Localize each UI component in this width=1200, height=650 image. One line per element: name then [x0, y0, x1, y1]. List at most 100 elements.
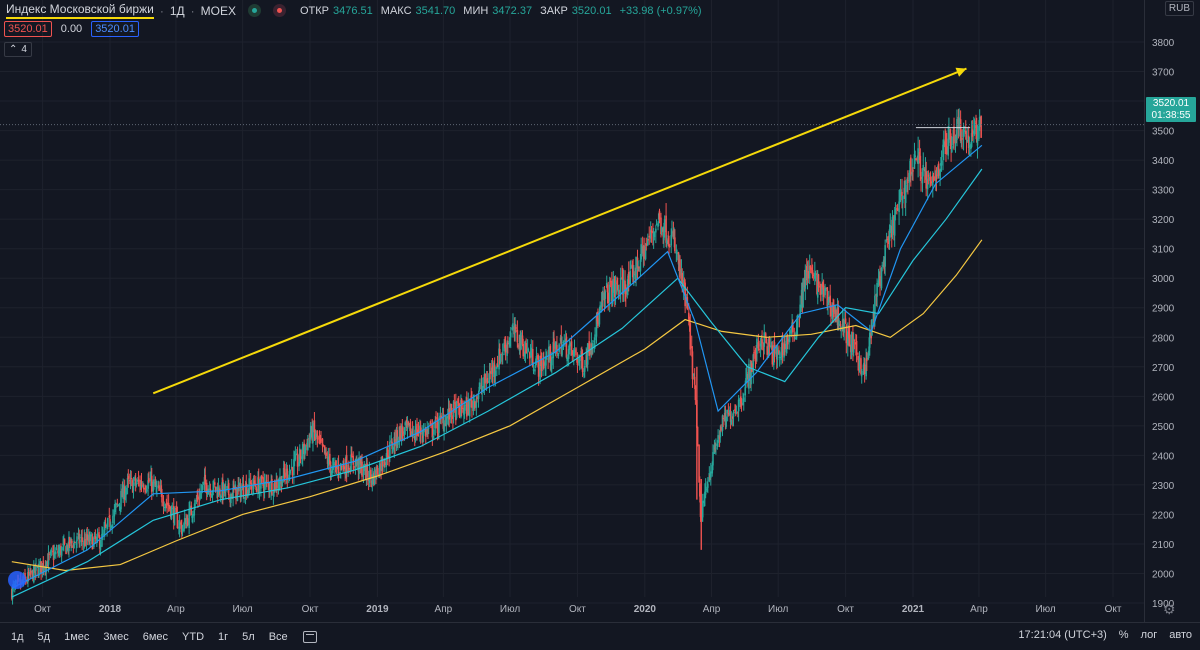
candle-body — [391, 441, 393, 449]
candle-body — [913, 154, 916, 169]
symbol-title[interactable]: Индекс Московской биржи — [6, 2, 154, 19]
candle-body — [804, 269, 807, 289]
candle-body — [860, 375, 863, 377]
candle-body — [205, 482, 208, 494]
timeframe-5d[interactable]: 5д — [37, 630, 51, 643]
calendar-icon[interactable] — [302, 630, 317, 643]
record-icon[interactable] — [272, 4, 286, 17]
candle-body — [811, 270, 814, 278]
candle-body — [948, 126, 950, 143]
gear-icon[interactable]: ⚙ — [1163, 601, 1176, 617]
candle-body — [709, 471, 712, 478]
currency-label[interactable]: RUB — [1164, 1, 1194, 16]
candle-body — [137, 479, 140, 482]
candle-body — [639, 259, 642, 272]
interval-label[interactable]: 1Д — [169, 3, 185, 18]
candle-body — [945, 143, 947, 149]
candle-body — [643, 245, 645, 259]
candle-body — [898, 201, 900, 213]
candle-body — [908, 172, 911, 181]
candle-body — [433, 429, 435, 435]
candle-body — [619, 277, 622, 295]
candle-body — [516, 329, 519, 343]
timeframe-5y[interactable]: 5л — [242, 630, 255, 643]
candle-body — [383, 464, 385, 467]
candle-body — [824, 288, 826, 296]
candle-body — [236, 487, 239, 501]
candle-body — [612, 279, 615, 293]
candle-body — [232, 487, 234, 499]
clock-label[interactable]: 17:21:04 (UTC+3) — [1018, 629, 1107, 641]
candle-body — [163, 506, 166, 508]
ohlc-values: ОТКР 3476.51 МАКС 3541.70 МИН 3472.37 ЗАКР 3… — [300, 5, 706, 17]
price-tick-label: 3400 — [1152, 156, 1175, 167]
timeframe-ytd[interactable]: YTD — [182, 630, 205, 643]
auto-toggle[interactable]: авто — [1169, 629, 1192, 641]
candle-body — [181, 528, 184, 532]
candle-body — [309, 425, 312, 438]
candle-body — [844, 318, 847, 323]
candle-body — [183, 523, 185, 531]
indicator-value-red[interactable]: 3520.01 — [4, 21, 52, 37]
candle-body — [778, 357, 781, 359]
timeframe-6m[interactable]: 6мес — [142, 630, 169, 643]
timeframe-1y[interactable]: 1г — [218, 630, 229, 643]
candle-body — [274, 480, 276, 491]
candle-body — [708, 473, 711, 482]
log-toggle[interactable]: лог — [1140, 629, 1158, 641]
candle-body — [807, 271, 810, 279]
candle-body — [752, 354, 755, 375]
candle-body — [473, 399, 475, 401]
candle-body — [713, 445, 716, 454]
price-tick-label: 2400 — [1152, 451, 1175, 462]
candle-body — [644, 247, 647, 260]
candle-body — [680, 269, 683, 276]
timeframe-3m[interactable]: 3мес — [103, 630, 129, 643]
candle-body — [730, 419, 733, 425]
candle-body — [858, 357, 861, 369]
candle-body — [867, 353, 870, 360]
candle-body — [740, 402, 743, 406]
candle-body — [38, 564, 40, 577]
candle-body — [597, 318, 599, 327]
candle-body — [416, 433, 419, 435]
percent-toggle[interactable]: % — [1118, 629, 1129, 641]
candle-body — [486, 377, 489, 384]
candle-body — [951, 145, 953, 153]
candle-body — [27, 572, 29, 583]
timeframe-all[interactable]: Все — [268, 630, 288, 643]
candle-body — [178, 522, 181, 529]
candle-body — [921, 171, 924, 184]
indicator-value-blue[interactable]: 3520.01 — [91, 21, 139, 37]
candle-body — [660, 226, 663, 232]
candle-body — [635, 256, 637, 280]
candle-body — [568, 344, 571, 350]
candle-body — [627, 272, 630, 285]
market-status-icon[interactable] — [247, 4, 261, 17]
candle-body — [629, 270, 631, 285]
trend-arrow-head — [955, 67, 967, 77]
candle-body — [126, 478, 129, 487]
candle-body — [324, 449, 327, 454]
candle-body — [125, 487, 127, 495]
timeframe-1d[interactable]: 1д — [11, 630, 24, 643]
candle-body — [607, 292, 610, 304]
candle-body — [539, 355, 541, 380]
candle-body — [49, 551, 52, 555]
candle-body — [48, 553, 50, 555]
indicators-toggle[interactable]: ⌃ 4 — [4, 42, 32, 57]
candle-body — [843, 319, 845, 333]
candle-body — [866, 358, 868, 362]
candle-body — [272, 493, 275, 496]
candle-body — [740, 396, 742, 404]
candle-body — [600, 301, 603, 308]
candle-body — [436, 422, 439, 434]
candle-body — [390, 440, 393, 442]
candle-body — [942, 144, 944, 157]
candle-body — [235, 486, 237, 500]
candle-body — [605, 282, 608, 288]
timeframe-1m[interactable]: 1мес — [64, 630, 90, 643]
candle-body — [11, 586, 14, 599]
candle-body — [445, 416, 448, 427]
